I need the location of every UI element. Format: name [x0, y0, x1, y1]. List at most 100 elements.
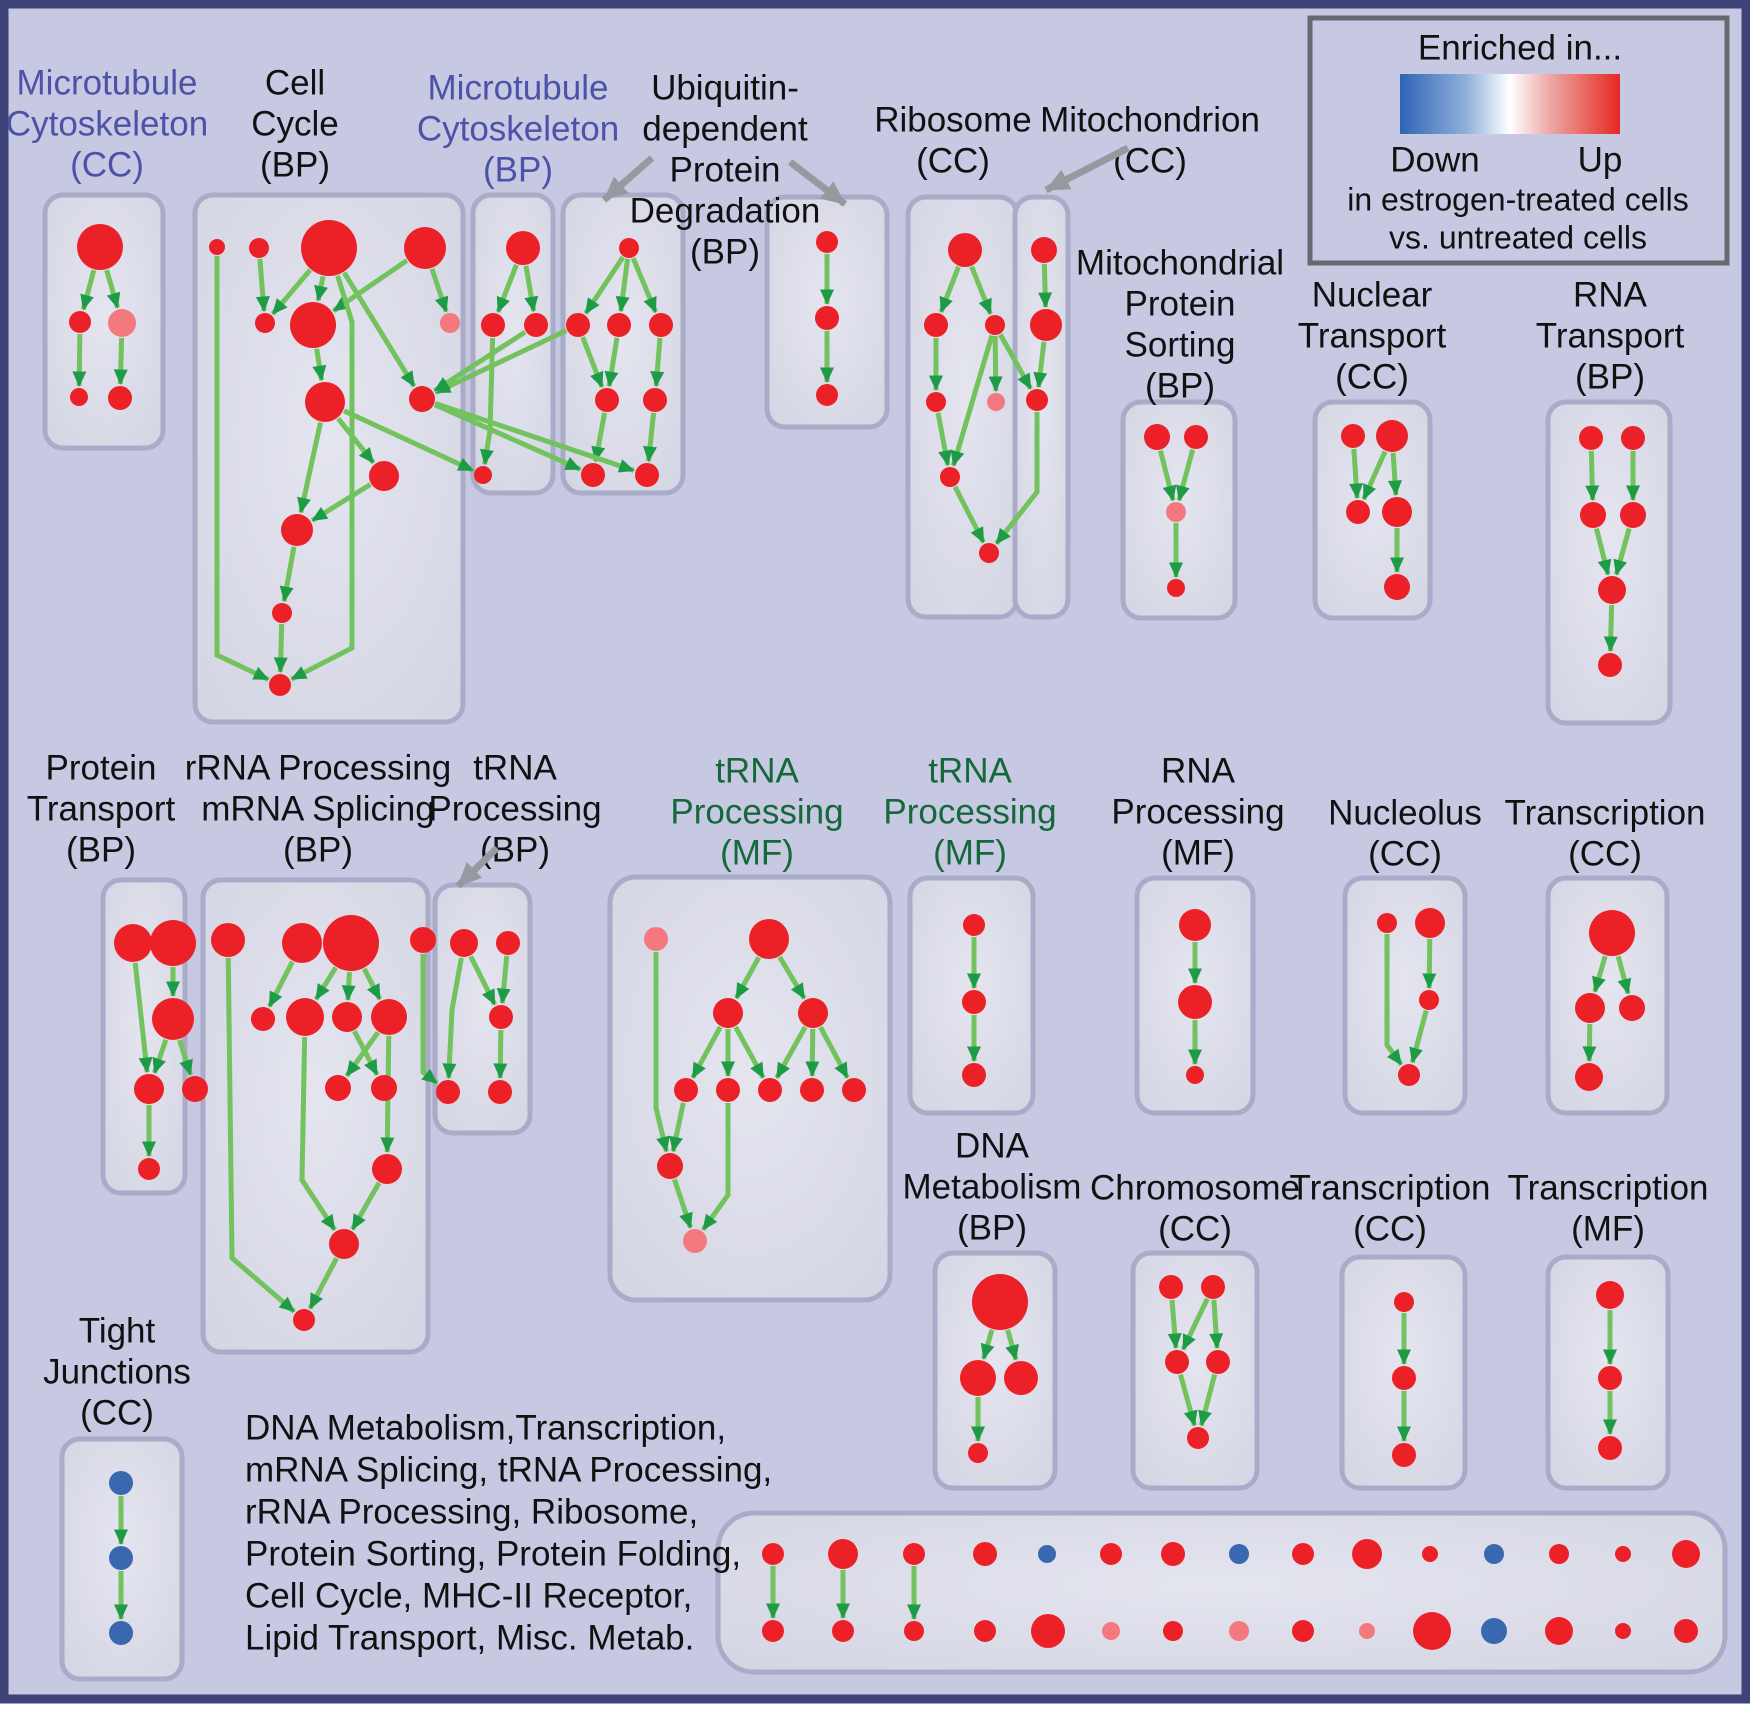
go-term-node-pink — [987, 393, 1005, 411]
go-term-node-red — [657, 1153, 683, 1179]
cluster-label-mitochondrial-protein-sorting-bp-line1: Mitochondrial — [1076, 243, 1284, 282]
cluster-label-ubiquitin-dependent-protein-degradation-bp-line3: Protein — [670, 150, 781, 189]
edge-arrow — [314, 275, 328, 302]
go-term-node-red — [713, 998, 743, 1028]
go-term-node-red — [269, 674, 291, 696]
cluster-label-microtubule-cytoskeleton-cc-line3: (CC) — [70, 145, 144, 184]
edge-arrow — [591, 412, 608, 463]
go-term-node-red — [1580, 502, 1606, 528]
go-term-node-red — [108, 386, 132, 410]
label-pointer-arrow-4 — [455, 845, 500, 889]
go-term-node-red — [1165, 1350, 1189, 1374]
edge-arrow — [290, 274, 355, 682]
legend-caption-line2: vs. untreated cells — [1389, 219, 1647, 255]
go-term-node-red — [566, 313, 590, 337]
cluster-box-microtubule-cytoskeleton-bp — [470, 192, 556, 496]
cluster-label-transcription-cc-lower-line2: (CC) — [1353, 1209, 1427, 1248]
edge-arrow — [994, 412, 1040, 546]
cluster-label-ribosome-cc-line2: (CC) — [916, 141, 990, 180]
edge-arrow — [1582, 1023, 1597, 1063]
edge-arrow — [734, 956, 762, 1000]
go-term-node-red — [1292, 1620, 1314, 1642]
go-term-node-red — [716, 1078, 740, 1102]
go-term-node-red — [496, 931, 520, 955]
go-term-node-red — [649, 313, 673, 337]
edge-arrow — [1613, 527, 1632, 576]
go-term-node-red — [1178, 985, 1212, 1019]
go-term-node-red — [985, 315, 1005, 335]
go-term-node-pink — [683, 1229, 707, 1253]
go-term-node-red — [1394, 1292, 1414, 1312]
cluster-label-mitochondrial-protein-sorting-bp-line2: Protein — [1125, 284, 1236, 323]
go-term-node-red — [1352, 1539, 1382, 1569]
go-term-node-red — [305, 382, 345, 422]
cluster-label-tight-junctions-cc-line3: (CC) — [80, 1393, 154, 1432]
go-term-node-red — [842, 1078, 866, 1102]
edge-arrow — [343, 408, 475, 473]
go-term-node-red — [973, 1542, 997, 1566]
cluster-label-transcription-cc-upper-line1: Transcription — [1505, 793, 1706, 832]
go-term-node-red — [1184, 425, 1208, 449]
cluster-label-nuclear-transport-cc-line2: Transport — [1298, 316, 1447, 355]
go-term-node-red — [979, 543, 999, 563]
cluster-label-mitochondrial-protein-sorting-bp-line3: Sorting — [1125, 325, 1236, 364]
cluster-label-cell-cycle-bp-line2: Cycle — [251, 104, 339, 143]
edge-arrow — [1585, 450, 1600, 502]
cluster-label-rrna-processing-mrna-splicing-bp-line3: (BP) — [283, 830, 353, 869]
edge-arrow — [152, 1038, 169, 1074]
cluster-box-misc-band — [715, 1510, 1728, 1675]
go-term-node-red — [972, 1274, 1028, 1330]
go-term-node-red — [1619, 995, 1645, 1021]
go-term-node-red — [209, 239, 225, 255]
go-term-node-red — [474, 466, 492, 484]
go-term-node-red — [114, 924, 152, 962]
edge-arrow — [267, 960, 295, 1008]
go-term-node-red — [1596, 1281, 1624, 1309]
edge-arrow — [1384, 934, 1404, 1066]
go-term-node-red — [481, 313, 505, 337]
edge-arrow — [429, 268, 449, 313]
edge-arrow — [1349, 448, 1364, 500]
go-term-node-red — [1030, 309, 1062, 341]
edge-arrow — [433, 402, 582, 472]
edge-arrow — [310, 482, 372, 523]
merged-clusters-text-line6: Lipid Transport, Misc. Metab. — [245, 1618, 694, 1657]
edge-arrow — [342, 271, 417, 388]
go-term-node-red — [409, 386, 435, 412]
cluster-label-rna-transport-bp-line3: (BP) — [1575, 357, 1645, 396]
edge-arrow — [1198, 1373, 1218, 1427]
go-term-node-red — [643, 388, 667, 412]
go-term-node-red — [488, 1080, 512, 1104]
go-term-node-pink — [108, 309, 136, 337]
go-term-node-red — [904, 1621, 924, 1641]
go-term-node-red — [1575, 1063, 1603, 1091]
legend-color-scale — [1400, 74, 1620, 134]
go-term-node-red — [1382, 497, 1412, 527]
go-term-node-red — [1621, 426, 1645, 450]
cluster-label-transcription-cc-lower-line1: Transcription — [1290, 1168, 1491, 1207]
cluster-label-protein-transport-bp-line1: Protein — [46, 748, 157, 787]
go-term-node-red — [762, 1543, 784, 1565]
go-term-node-red — [816, 231, 838, 253]
edge-arrow — [350, 1181, 382, 1231]
go-term-node-red — [249, 238, 269, 258]
label-pointer-arrow-1 — [601, 155, 655, 203]
edge-arrow — [433, 329, 527, 393]
edge-arrow — [935, 412, 953, 467]
edge-arrow — [938, 265, 961, 313]
go-term-node-pink — [644, 927, 668, 951]
edge-arrow — [420, 954, 439, 1086]
go-term-node-red — [1419, 990, 1439, 1010]
go-term-node-red — [369, 461, 399, 491]
edge-arrow — [672, 1178, 693, 1229]
labels-layer: MicrotubuleCytoskeleton(CC)CellCycle(BP)… — [6, 63, 1709, 1657]
go-term-node-red — [1031, 237, 1057, 263]
edge-arrow — [132, 962, 153, 1074]
cluster-label-protein-transport-bp-line3: (BP) — [66, 830, 136, 869]
go-term-node-red — [1575, 993, 1605, 1023]
edge-arrow — [1422, 938, 1437, 990]
legend-title: Enriched in... — [1418, 28, 1622, 67]
go-term-node-red — [1159, 1275, 1183, 1299]
edge-arrow — [1615, 955, 1632, 995]
edge-arrow — [615, 258, 631, 313]
